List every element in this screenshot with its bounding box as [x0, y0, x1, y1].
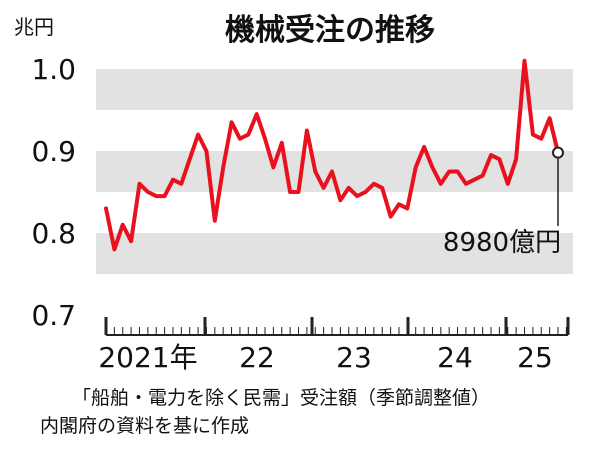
x-year-label-2: 23 [336, 341, 372, 374]
y-tick-label-0: 1.0 [31, 53, 76, 86]
x-year-label-4: 25 [517, 341, 553, 374]
shaded-band-2 [96, 233, 573, 274]
y-axis-ticks: 1.0 0.9 0.8 0.7 [31, 53, 76, 332]
x-axis: 2021年 22 23 24 25 [98, 317, 570, 374]
y-tick-label-1: 0.9 [31, 135, 76, 168]
x-year-label-3: 24 [437, 341, 473, 374]
chart-title: 機械受注の推移 [225, 13, 435, 48]
series-group [104, 58, 560, 252]
x-year-label-1: 22 [239, 341, 275, 374]
x-year-label-0: 2021年 [98, 341, 197, 374]
footer-line-2: 内閣府の資料を基に作成 [40, 415, 249, 437]
y-tick-label-3: 0.7 [31, 299, 76, 332]
footer-line-1: 「船舶・電力を除く民需」受注額（季節調整値） [72, 387, 490, 409]
last-point-marker [552, 146, 564, 159]
y-axis-unit: 兆円 [14, 15, 54, 39]
annotation-group: 8980億円 [443, 146, 564, 258]
y-tick-label-2: 0.8 [31, 217, 76, 250]
shaded-band-0 [96, 69, 573, 110]
annotation-label: 8980億円 [443, 228, 561, 258]
